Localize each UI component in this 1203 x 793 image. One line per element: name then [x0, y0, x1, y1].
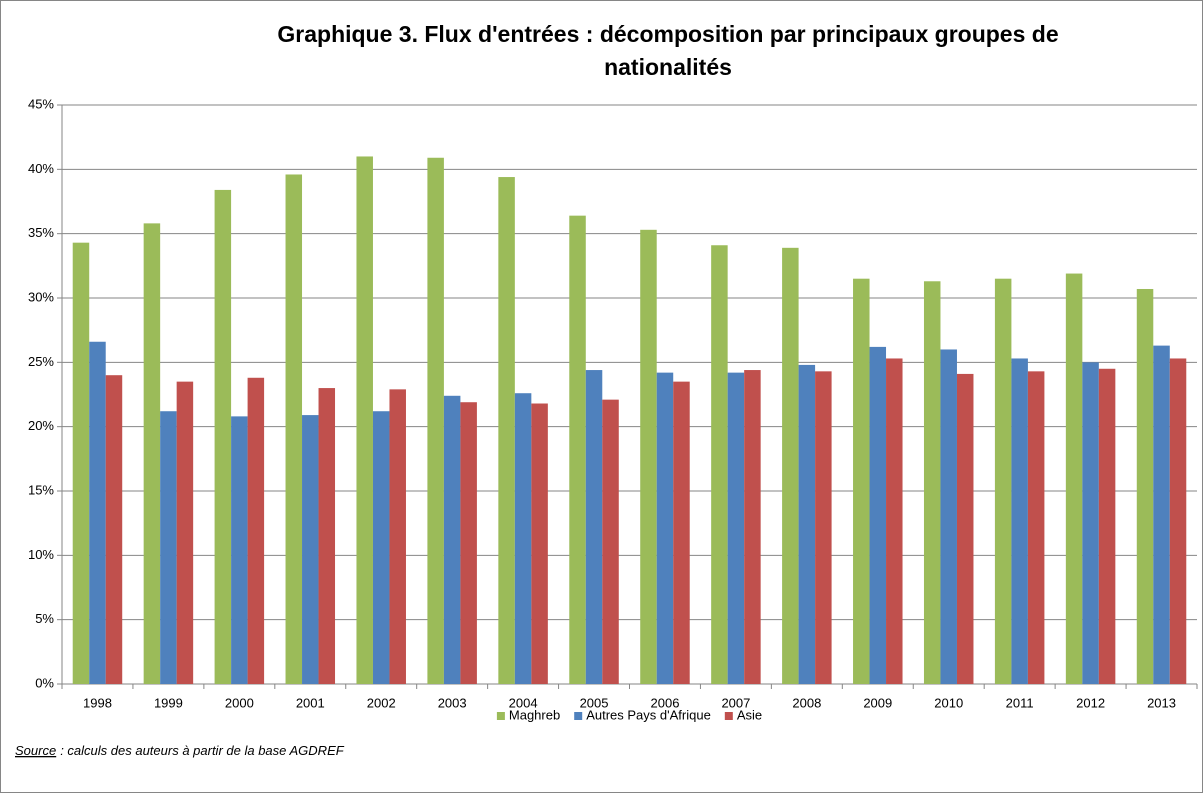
y-tick-label: 25%	[28, 354, 54, 369]
legend-label: Maghreb	[509, 707, 560, 722]
bar	[1011, 358, 1028, 684]
bar	[89, 341, 106, 684]
bar	[1153, 345, 1170, 684]
y-tick-label: 20%	[28, 418, 54, 433]
x-tick-label: 2007	[721, 695, 750, 710]
x-tick-label: 2009	[863, 695, 892, 710]
legend-swatch	[496, 712, 505, 720]
bar	[105, 375, 123, 684]
bar	[231, 416, 248, 684]
y-tick-label: 5%	[35, 611, 54, 626]
bar	[498, 177, 515, 684]
bar	[1098, 368, 1116, 684]
legend-swatch	[724, 712, 733, 720]
bar	[372, 411, 390, 684]
y-tick-label: 10%	[28, 547, 54, 562]
bar	[1082, 362, 1099, 684]
bar	[640, 229, 657, 684]
x-tick-label: 2012	[1076, 695, 1105, 710]
bar	[1169, 358, 1187, 684]
bar	[514, 393, 532, 684]
bar	[656, 372, 674, 684]
bar	[72, 242, 90, 684]
bar	[869, 346, 887, 684]
bar	[585, 370, 603, 684]
source-note: Source : calculs des auteurs à partir de …	[15, 743, 345, 758]
y-tick-label: 0%	[35, 675, 54, 690]
bar	[427, 157, 444, 685]
legend-label: Asie	[737, 707, 762, 722]
source-text: : calculs des auteurs à partir de la bas…	[60, 743, 345, 758]
bar	[285, 174, 303, 685]
x-tick-label: 2008	[792, 695, 821, 710]
bar	[460, 402, 477, 684]
bar	[711, 245, 728, 684]
bar	[853, 278, 870, 684]
bar	[727, 372, 745, 684]
x-tick-label: 2001	[296, 695, 325, 710]
bar	[302, 415, 319, 684]
bar	[815, 371, 832, 684]
bar	[602, 399, 619, 684]
x-tick-label: 2004	[509, 695, 538, 710]
bar	[994, 278, 1012, 684]
bar	[923, 281, 941, 684]
bar	[1065, 273, 1083, 684]
bar	[247, 377, 265, 684]
bar	[356, 156, 373, 684]
y-tick-label: 15%	[28, 482, 54, 497]
bar	[744, 370, 761, 684]
bar	[798, 364, 816, 684]
legend-label: Autres Pays d'Afrique	[586, 707, 711, 722]
y-tick-label: 35%	[28, 225, 54, 240]
bar	[673, 381, 690, 684]
x-tick-label: 2010	[934, 695, 963, 710]
bar	[389, 389, 406, 684]
bar	[214, 189, 232, 685]
y-tick-label: 30%	[28, 289, 54, 304]
bar	[940, 349, 957, 684]
x-tick-label: 2003	[438, 695, 467, 710]
bar	[531, 403, 548, 684]
bar	[443, 395, 461, 684]
source-label: Source	[15, 743, 56, 758]
bar	[956, 373, 974, 684]
x-tick-label: 2000	[225, 695, 254, 710]
bar	[176, 381, 194, 684]
bar	[569, 215, 586, 685]
bar	[1136, 288, 1154, 684]
x-tick-label: 2006	[651, 695, 680, 710]
legend-swatch	[574, 712, 583, 720]
x-tick-label: 1998	[83, 695, 112, 710]
y-tick-label: 40%	[28, 161, 54, 176]
y-tick-label: 45%	[28, 96, 54, 111]
x-tick-label: 2005	[580, 695, 609, 710]
bar	[886, 358, 903, 684]
bar	[318, 388, 336, 684]
bar	[143, 223, 161, 684]
bar	[160, 411, 177, 684]
bar	[1027, 371, 1045, 684]
bar	[782, 247, 799, 684]
x-tick-label: 1999	[154, 695, 183, 710]
chart-title: Graphique 3. Flux d'entrées : décomposit…	[277, 21, 1059, 80]
x-tick-label: 2011	[1006, 695, 1034, 710]
x-tick-label: 2013	[1147, 695, 1176, 710]
x-tick-label: 2002	[367, 695, 396, 710]
